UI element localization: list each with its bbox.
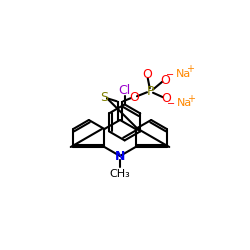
Text: −: − bbox=[167, 99, 175, 109]
Text: Na: Na bbox=[176, 98, 192, 108]
Text: S: S bbox=[100, 91, 108, 104]
Text: N: N bbox=[115, 150, 125, 162]
Text: +: + bbox=[187, 94, 195, 104]
Text: O: O bbox=[142, 68, 152, 82]
Text: P: P bbox=[146, 85, 154, 98]
Text: +: + bbox=[186, 64, 194, 74]
Text: Na: Na bbox=[176, 69, 191, 79]
Text: Cl: Cl bbox=[118, 84, 131, 97]
Text: O: O bbox=[161, 92, 171, 105]
Text: O: O bbox=[160, 74, 170, 86]
Text: O: O bbox=[129, 91, 139, 104]
Text: CH₃: CH₃ bbox=[110, 169, 130, 179]
Text: −: − bbox=[166, 70, 174, 80]
